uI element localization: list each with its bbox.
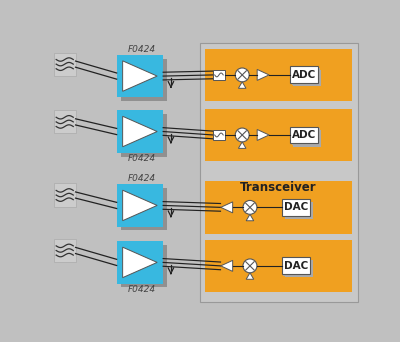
Bar [213, 70, 225, 80]
Polygon shape [123, 61, 157, 91]
Text: DAC: DAC [284, 261, 308, 271]
Bar [54, 110, 76, 133]
Bar [292, 68, 320, 85]
Bar [54, 53, 76, 76]
Text: Transceiver: Transceiver [240, 181, 317, 194]
Bar [117, 241, 163, 284]
Polygon shape [221, 260, 233, 272]
Bar [120, 114, 167, 157]
Bar [120, 188, 167, 231]
Bar [290, 66, 318, 83]
Polygon shape [123, 247, 157, 278]
Bar [285, 261, 313, 277]
Bar [285, 202, 313, 219]
Bar [117, 184, 163, 227]
Text: F0424: F0424 [128, 154, 156, 163]
Text: ADC: ADC [292, 130, 316, 140]
Bar [283, 200, 311, 218]
Polygon shape [221, 202, 233, 213]
Text: DAC: DAC [284, 202, 308, 212]
Bar [205, 181, 352, 234]
Polygon shape [246, 273, 254, 279]
Text: F0424: F0424 [128, 285, 156, 294]
Polygon shape [238, 82, 246, 88]
Polygon shape [238, 142, 246, 148]
Bar [205, 109, 352, 161]
Text: ADC: ADC [292, 70, 316, 80]
Bar [282, 199, 310, 216]
Bar [293, 130, 321, 146]
Polygon shape [257, 130, 269, 141]
Polygon shape [123, 116, 157, 147]
Bar [120, 59, 167, 101]
Polygon shape [257, 69, 269, 80]
Bar [213, 130, 225, 140]
Text: F0424: F0424 [128, 174, 156, 183]
Bar [205, 49, 352, 101]
Circle shape [235, 128, 249, 142]
Bar [54, 184, 76, 207]
Circle shape [243, 259, 257, 273]
Polygon shape [123, 190, 157, 221]
Text: F0424: F0424 [128, 45, 156, 54]
Polygon shape [246, 214, 254, 221]
Circle shape [243, 200, 257, 214]
Bar [293, 69, 321, 87]
Bar [117, 110, 163, 153]
Bar [54, 239, 76, 262]
Bar [117, 55, 163, 97]
Bar [283, 259, 311, 276]
Bar [205, 240, 352, 292]
Bar [290, 127, 318, 143]
Bar [200, 43, 358, 302]
Circle shape [235, 68, 249, 82]
Bar [292, 128, 320, 145]
Bar [120, 245, 167, 287]
Bar [282, 258, 310, 274]
